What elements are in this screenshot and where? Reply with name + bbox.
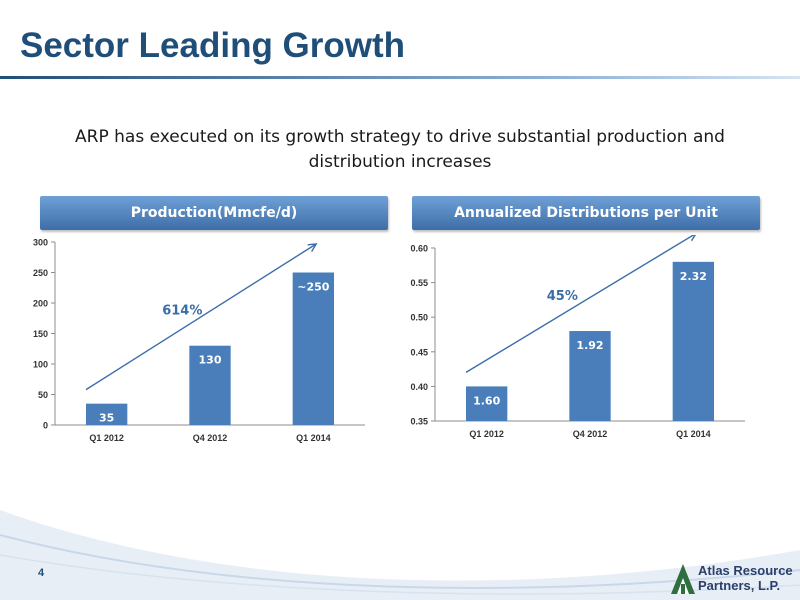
- y-tick-label: 250: [33, 268, 48, 278]
- data-label: 35: [99, 412, 114, 425]
- y-tick-label: 0.35: [410, 417, 428, 427]
- y-tick-label: 300: [33, 238, 48, 248]
- x-tick-label: Q1 2012: [469, 429, 504, 439]
- growth-arrow: [85, 245, 315, 391]
- bar: [466, 386, 508, 421]
- y-tick-label: 50: [38, 390, 48, 400]
- bar: [292, 272, 334, 425]
- bar: [569, 331, 611, 421]
- bar: [189, 345, 231, 425]
- data-label: 130: [199, 354, 222, 367]
- company-name: Atlas Resource Partners, L.P.: [698, 563, 793, 593]
- y-tick-label: 0: [43, 421, 48, 431]
- data-label: 1.60: [473, 394, 500, 407]
- logo-line2: Partners, L.P.: [698, 578, 781, 593]
- x-tick-label: Q4 2012: [193, 433, 228, 443]
- y-tick-label: 150: [33, 329, 48, 339]
- x-tick-label: Q4 2012: [573, 429, 608, 439]
- x-tick-label: Q1 2014: [676, 429, 711, 439]
- growth-annotation: 614%: [162, 304, 202, 319]
- distributions-chart-header: Annualized Distributions per Unit: [412, 196, 760, 230]
- atlas-logo-icon: [671, 564, 695, 594]
- y-tick-label: 0.60: [410, 244, 428, 254]
- logo-line1: Atlas Resource: [698, 563, 793, 578]
- title-underline: [0, 76, 800, 79]
- y-tick-label: 200: [33, 299, 48, 309]
- data-label: 2.32: [680, 270, 707, 283]
- bar: [86, 403, 128, 425]
- growth-annotation: 45%: [547, 289, 578, 304]
- growth-arrow: [465, 235, 695, 373]
- y-tick-label: 0.55: [410, 278, 428, 288]
- distributions-chart: 0.35 0.40 0.45 0.50 0.55 0.60 1.60 Q1 2012 1.92 Q…: [410, 235, 745, 439]
- bar: [672, 261, 714, 421]
- x-tick-label: Q1 2014: [296, 433, 331, 443]
- slide-subtitle: ARP has executed on its growth strategy …: [75, 127, 725, 172]
- y-tick-label: 0.45: [410, 347, 428, 357]
- y-tick-label: 0.50: [410, 313, 428, 323]
- production-chart: 0 50 100 150 200 250 300 35 Q1 2012 130 Q4 2012 ~25…: [33, 238, 365, 443]
- x-tick-label: Q1 2012: [89, 433, 124, 443]
- data-label: 1.92: [576, 339, 603, 352]
- slide-title: Sector Leading Growth: [20, 26, 406, 65]
- data-label: ~250: [297, 281, 330, 294]
- page-number: 4: [38, 567, 45, 579]
- production-chart-header: Production(Mmcfe/d): [40, 196, 388, 230]
- y-tick-label: 0.40: [410, 382, 428, 392]
- y-tick-label: 100: [33, 360, 48, 370]
